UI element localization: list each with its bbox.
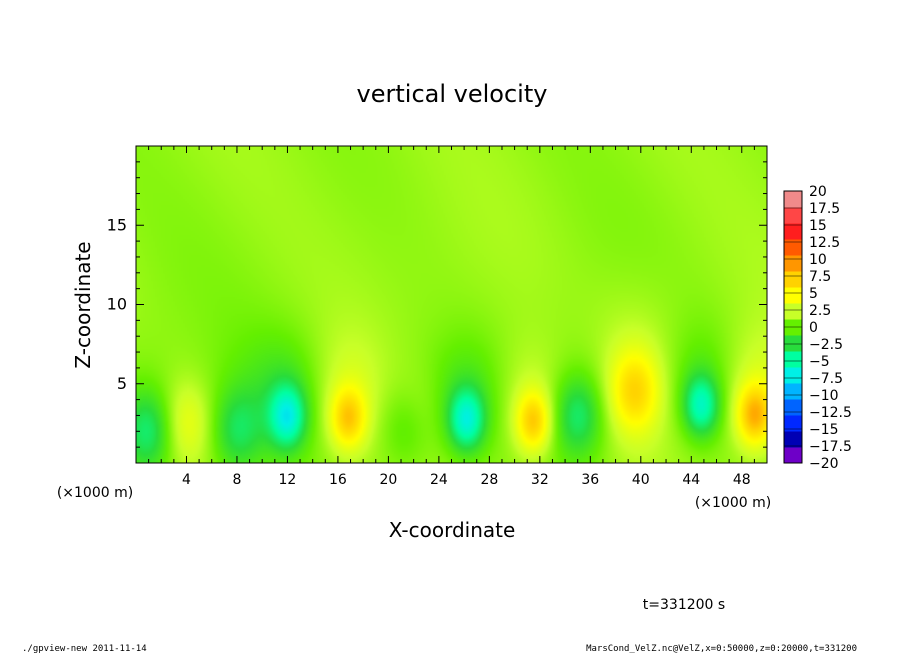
y-tick-label: 15 (107, 215, 127, 234)
colorbar-swatch (784, 447, 802, 464)
colorbar-label: −10 (809, 388, 839, 404)
colorbar-label: 10 (809, 252, 827, 268)
colorbar-swatch (784, 415, 802, 432)
colorbar-swatch (784, 399, 802, 416)
x-tick-label: 36 (581, 472, 599, 488)
colorbar-swatch (784, 287, 802, 304)
x-tick-label: 8 (232, 472, 241, 488)
colorbar-swatch (784, 255, 802, 272)
colorbar-swatch (784, 271, 802, 288)
x-tick-label: 24 (430, 472, 448, 488)
x-tick-label: 48 (733, 472, 751, 488)
colorbar-label: 20 (809, 184, 827, 200)
colorbar-label: −7.5 (809, 371, 843, 387)
x-unit-label-left: (×1000 m) (57, 485, 133, 501)
colorbar-label: 5 (809, 286, 818, 302)
colorbar-label: −17.5 (809, 439, 852, 455)
colorbar-swatch (784, 351, 802, 368)
colorbar-label: −5 (809, 354, 830, 370)
time-label: t=331200 s (643, 597, 725, 613)
y-axis-title: Z-coordinate (71, 241, 95, 368)
plot-area (135, 145, 768, 464)
colorbar-swatch (784, 191, 802, 208)
colorbar-swatch (784, 431, 802, 448)
x-axis: 4 8 12 16 20 24 28 32 36 40 44 48 (148, 146, 755, 488)
chart-title: vertical velocity (357, 80, 548, 108)
colorbar-swatch (784, 383, 802, 400)
colorbar-swatch (784, 303, 802, 320)
y-axis: 5 10 15 (107, 161, 767, 448)
colorbar-swatch (784, 367, 802, 384)
footer-right: MarsCond_VelZ.nc@VelZ,x=0:50000,z=0:2000… (586, 644, 857, 654)
x-tick-label: 16 (329, 472, 347, 488)
colorbar-label: 7.5 (809, 269, 831, 285)
x-tick-label: 20 (379, 472, 397, 488)
colorbar-swatch (784, 223, 802, 240)
heatmap-field (136, 146, 767, 463)
colorbar-label: −20 (809, 456, 839, 472)
y-tick-label: 10 (107, 295, 127, 314)
colorbar-label: 0 (809, 320, 818, 336)
colorbar-swatch (784, 239, 802, 256)
x-tick-label: 12 (279, 472, 297, 488)
colorbar-label: −12.5 (809, 405, 852, 421)
x-tick-label: 40 (632, 472, 650, 488)
colorbar-label: 12.5 (809, 235, 840, 251)
colorbar-label: −15 (809, 422, 839, 438)
colorbar-label: 2.5 (809, 303, 831, 319)
colorbar-swatch (784, 335, 802, 352)
x-unit-label-right: (×1000 m) (695, 495, 771, 511)
x-axis-title: X-coordinate (389, 518, 516, 542)
y-tick-label: 5 (117, 374, 127, 393)
colorbar: 2017.51512.5107.552.50−2.5−5−7.5−10−12.5… (783, 184, 852, 472)
x-tick-label: 28 (480, 472, 498, 488)
footer-left: ./gpview-new 2011-11-14 (22, 644, 147, 654)
x-tick-label: 32 (531, 472, 549, 488)
colorbar-label: 15 (809, 218, 827, 234)
x-tick-label: 4 (182, 472, 191, 488)
colorbar-label: 17.5 (809, 201, 840, 217)
x-tick-label: 44 (682, 472, 700, 488)
colorbar-label: −2.5 (809, 337, 843, 353)
colorbar-swatch (784, 207, 802, 224)
